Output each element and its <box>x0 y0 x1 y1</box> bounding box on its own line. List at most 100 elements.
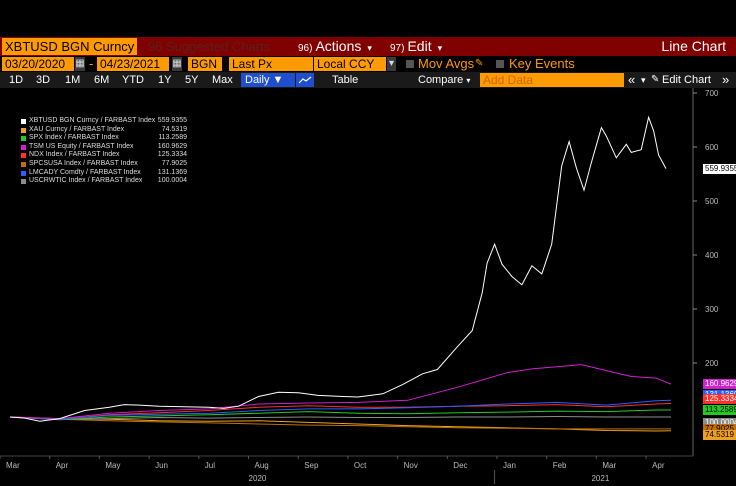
period-max[interactable]: Max <box>212 74 233 86</box>
table-button[interactable]: Table <box>332 74 359 86</box>
series-line <box>9 409 671 421</box>
x-tick-label: Mar <box>602 461 616 470</box>
key-events-checkbox[interactable] <box>496 60 504 68</box>
series-line <box>9 399 672 420</box>
legend-value: 160.9629 <box>157 142 187 150</box>
legend-value: 131.1369 <box>157 168 187 176</box>
last-value-label: 125.3334 <box>703 393 736 404</box>
y-tick-label: 300 <box>705 305 719 314</box>
legend-label: NDX Index / FARBAST Index <box>29 151 120 159</box>
legend-swatch <box>21 153 26 159</box>
legend-entry[interactable]: TSM US Equity / FARBAST Index 160.9629 <box>21 143 201 152</box>
actions-menu[interactable]: 96) Actions ▾ <box>298 37 372 56</box>
edit-label: Edit <box>407 38 432 54</box>
period-6m[interactable]: 6M <box>94 74 110 86</box>
legend-entry[interactable]: SPX Index / FARBAST Index 113.2589 <box>21 134 201 143</box>
add-data-input[interactable]: Add Data <box>480 73 624 87</box>
x-tick-label: Jul <box>205 461 215 470</box>
key-events-label: Key Events <box>509 56 575 71</box>
legend-swatch <box>21 127 26 133</box>
actions-code: 96) <box>298 43 313 54</box>
period-ytd[interactable]: YTD <box>122 74 144 86</box>
legend-label: USCRWTIC Index / FARBAST Index <box>29 177 143 185</box>
legend-label: XBTUSD BGN Curncy / FARBAST Index <box>29 117 156 124</box>
last-value-label: 74.5319 <box>703 429 736 440</box>
title-bar <box>0 37 736 56</box>
suggested-charts-menu[interactable]: 96 Suggested Charts <box>148 38 270 55</box>
period-5y[interactable]: 5Y <box>185 74 199 86</box>
legend-label: SPX Index / FARBAST Index <box>29 134 119 142</box>
edit-chart-button[interactable]: Edit Chart <box>662 74 711 86</box>
legend-entry[interactable]: SPCSUSA Index / FARBAST Index 77.9025 <box>21 160 201 169</box>
last-value-label: 559.9355 <box>703 163 736 174</box>
compare-dropdown[interactable]: Compare ▾ <box>418 72 470 89</box>
view-title: Line Chart <box>661 38 726 54</box>
currency-selector[interactable]: Local CCY <box>314 57 386 71</box>
legend-label: XAU Curncy / FARBAST Index <box>29 125 125 133</box>
collapse-icon[interactable]: « <box>628 72 636 87</box>
triangle-down-icon: ▼ <box>272 74 284 86</box>
line-chart-icon[interactable] <box>296 73 314 87</box>
compare-label: Compare <box>418 74 464 86</box>
pencil-icon[interactable]: ✎ <box>475 58 484 69</box>
legend-entry[interactable]: XBTUSD BGN Curncy / FARBAST Index 559.935… <box>21 117 201 126</box>
pencil-icon[interactable]: ✎ <box>651 74 660 85</box>
x-tick-label: Nov <box>404 461 418 470</box>
x-tick-label: Jan <box>503 461 516 470</box>
x-tick-label: Mar <box>6 461 20 470</box>
line-chart[interactable]: 200 300 400 500 600 700 Mar Apr May Jun Jul Aug Sep O… <box>0 88 736 486</box>
legend-value: 74.5319 <box>161 125 187 133</box>
field-selector[interactable]: Last Px <box>229 57 313 71</box>
series-line <box>9 415 671 420</box>
last-value-label: 160.9629 <box>703 379 736 390</box>
expand-icon[interactable]: » <box>722 72 730 87</box>
y-tick-label: 400 <box>705 251 719 260</box>
legend-entry[interactable]: USCRWTIC Index / FARBAST Index 100.0004 <box>21 177 201 186</box>
chevron-down-icon[interactable]: ▾ <box>641 75 646 85</box>
chevron-down-icon: ▾ <box>437 43 443 53</box>
suggested-charts-code: 96 <box>148 39 163 54</box>
series-line <box>9 115 667 422</box>
calendar-icon[interactable]: ▦ <box>75 57 85 71</box>
start-date-field[interactable]: 03/20/2020 <box>2 57 74 71</box>
legend-value: 77.9025 <box>161 159 187 167</box>
chevron-down-icon[interactable]: ▾ <box>387 57 396 71</box>
calendar-icon[interactable]: ▦ <box>172 57 182 71</box>
mov-avgs-checkbox[interactable] <box>406 60 414 68</box>
date-separator: - <box>89 56 94 71</box>
period-1y[interactable]: 1Y <box>158 74 172 86</box>
period-1m[interactable]: 1M <box>65 74 81 86</box>
x-tick-label: Dec <box>453 461 467 470</box>
x-tick-label: Aug <box>255 461 269 470</box>
legend-value: 125.3334 <box>157 151 187 159</box>
legend-swatch <box>21 119 26 124</box>
x-tick-label: Jun <box>155 461 168 470</box>
legend-entry[interactable]: NDX Index / FARBAST Index 125.3334 <box>21 151 201 160</box>
end-date-field[interactable]: 04/23/2021 <box>97 57 169 71</box>
period-1d[interactable]: 1D <box>9 74 24 86</box>
edit-menu[interactable]: 97) Edit ▾ <box>390 37 442 56</box>
legend-swatch <box>21 144 26 150</box>
frequency-dropdown[interactable]: Daily ▼ <box>241 73 295 87</box>
chevron-down-icon: ▾ <box>367 43 372 53</box>
chart-legend: XBTUSD BGN Curncy / FARBAST Index 559.935… <box>21 117 201 186</box>
legend-value: 113.2589 <box>158 134 187 142</box>
legend-swatch <box>21 170 26 176</box>
legend-entry[interactable]: LMCADY Comdty / FARBAST Index 131.1369 <box>21 169 201 178</box>
chevron-down-icon: ▾ <box>466 76 471 85</box>
legend-swatch <box>21 161 26 167</box>
edit-code: 97) <box>390 43 405 54</box>
x-tick-label: May <box>105 461 120 470</box>
legend-label: LMCADY Comdty / FARBAST Index <box>29 168 141 176</box>
series-line <box>9 416 671 430</box>
period-3d[interactable]: 3D <box>36 74 51 86</box>
x-tick-label: Sep <box>304 461 319 470</box>
ticker-field[interactable]: XBTUSD BGN Curncy <box>2 38 138 55</box>
source-field[interactable]: BGN <box>188 57 222 71</box>
legend-swatch <box>21 179 26 185</box>
legend-entry[interactable]: XAU Curncy / FARBAST Index 74.5319 <box>21 126 201 135</box>
mov-avgs-label: Mov Avgs <box>418 56 475 71</box>
legend-swatch <box>21 136 26 142</box>
x-tick-label: Oct <box>354 461 367 470</box>
legend-label: TSM US Equity / FARBAST Index <box>29 142 134 150</box>
